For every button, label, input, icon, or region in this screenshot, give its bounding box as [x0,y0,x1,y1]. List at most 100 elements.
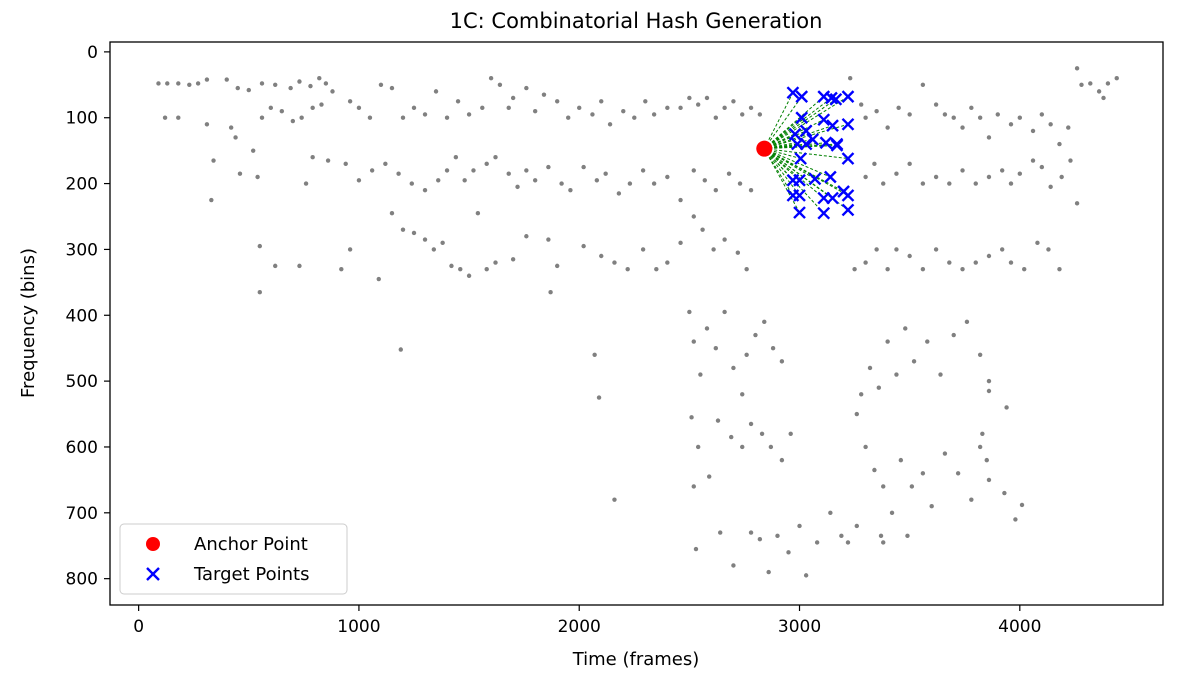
peak-point [665,260,670,265]
peak-point [235,85,240,91]
peak-point [1105,81,1111,86]
peak-point [1079,82,1084,88]
peak-point [1019,502,1025,508]
peak-point [250,148,256,153]
peak-point [367,115,373,120]
peak-point [273,82,278,88]
peak-point [845,540,851,545]
peak-point [224,77,229,82]
peak-point [1017,171,1023,176]
peak-point [885,125,890,130]
peak-point [762,319,767,325]
peak-point [323,81,329,86]
peak-point [471,168,476,173]
peak-point [702,178,707,183]
peak-point [257,290,262,295]
peak-point [422,237,428,242]
peak-point [718,530,723,535]
legend-target-marker [146,567,160,581]
peak-point [510,257,516,262]
peak-point [839,533,844,539]
peak-point [532,108,538,114]
peak-point [1114,76,1119,81]
hash-link-line [763,96,825,150]
peak-point [378,82,384,88]
peak-point [616,191,622,196]
peak-point [986,135,992,140]
peak-point [577,105,582,111]
peak-point [290,118,296,124]
peak-point [759,431,765,436]
peak-point [691,484,696,489]
target-point [841,117,855,131]
peak-point [453,155,459,160]
peak-point [389,211,395,216]
peak-point [1057,266,1062,272]
peak-point [1030,158,1036,163]
peak-point [933,102,939,107]
peak-point [156,81,161,86]
x-tick-label: 2000 [558,617,601,637]
target-point [808,172,822,186]
peak-point [691,168,696,173]
peak-point [259,115,265,120]
x-axis-label: Time (frames) [572,649,700,670]
peak-point [740,392,745,397]
peak-point [977,115,983,120]
peak-point [867,365,873,371]
peak-point [731,99,736,104]
peak-point [627,181,633,186]
peak-point [896,105,901,111]
peak-point [874,247,879,252]
peak-point [409,181,415,186]
peak-point [330,89,335,94]
hash-link-line [763,148,794,196]
peak-point [828,510,833,516]
peak-point [596,395,602,400]
peak-point [729,434,734,440]
peak-point [744,352,749,357]
peak-point [713,345,719,351]
peak-point [554,99,560,104]
peak-point [909,484,915,489]
peak-point [920,181,926,186]
peak-point [748,105,754,111]
hash-link-line [763,92,794,149]
target-point [830,137,844,151]
peak-point [691,339,696,344]
peak-point [162,115,168,120]
peak-point [881,181,886,186]
target-point [793,173,806,187]
peak-point [905,533,910,539]
peak-point [632,115,637,120]
legend: Anchor Point Target Points [119,523,348,595]
peak-point [1046,247,1051,252]
peak-point [431,247,437,252]
peak-point [444,168,450,173]
peak-point [964,319,970,325]
peak-point [911,359,917,364]
peak-point [484,266,489,272]
peak-point [700,227,705,232]
peak-point [999,247,1005,252]
peak-point [1048,122,1053,127]
peak-point [310,155,315,160]
peak-point [665,105,670,111]
peak-point [942,112,948,117]
peak-point [347,247,353,252]
peak-point [731,563,736,568]
peak-point [854,411,859,417]
peak-point [506,105,511,111]
y-tick-label: 800 [66,570,98,590]
peak-point [640,168,646,173]
peak-point [1101,95,1106,101]
target-point [793,206,806,219]
peak-point [515,184,520,190]
peak-point [695,102,701,107]
peak-point [376,276,381,282]
peak-point [748,187,754,193]
peak-point [400,115,406,120]
peak-point [548,290,553,295]
peak-point [678,197,683,203]
